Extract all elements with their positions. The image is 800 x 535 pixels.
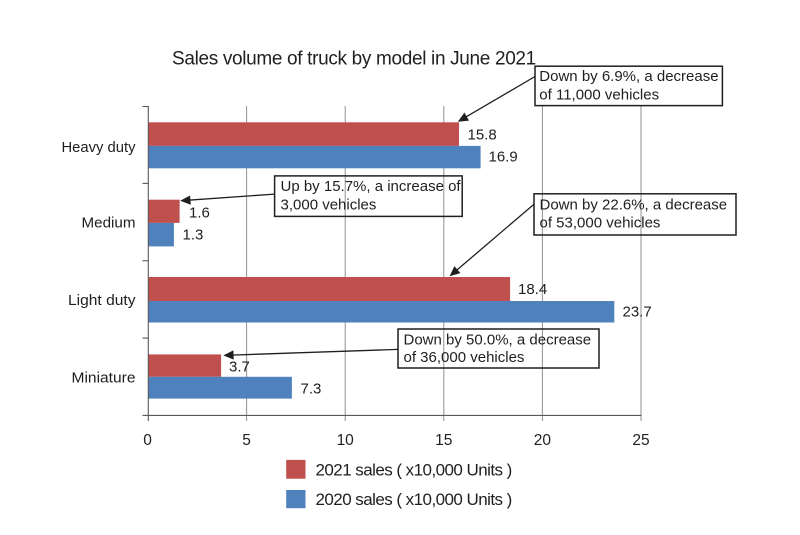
svg-text:Medium: Medium bbox=[82, 214, 136, 231]
svg-text:of 36,000 vehicles: of 36,000 vehicles bbox=[404, 349, 525, 366]
svg-text:25: 25 bbox=[632, 432, 649, 449]
svg-text:Down by 22.6%, a decrease: Down by 22.6%, a decrease bbox=[540, 196, 728, 213]
svg-text:7.3: 7.3 bbox=[301, 381, 322, 398]
svg-text:of 53,000 vehicles: of 53,000 vehicles bbox=[540, 215, 661, 232]
svg-text:Heavy duty: Heavy duty bbox=[62, 139, 136, 156]
svg-text:5: 5 bbox=[242, 432, 251, 449]
svg-text:10: 10 bbox=[337, 432, 355, 449]
svg-text:15: 15 bbox=[435, 432, 452, 449]
svg-text:3.7: 3.7 bbox=[229, 358, 250, 375]
svg-text:16.9: 16.9 bbox=[489, 149, 518, 166]
svg-text:Down by 6.9%, a decrease: Down by 6.9%, a decrease bbox=[539, 68, 718, 85]
svg-text:0: 0 bbox=[143, 432, 152, 449]
svg-text:23.7: 23.7 bbox=[623, 304, 652, 321]
svg-text:of 11,000 vehicles: of 11,000 vehicles bbox=[539, 87, 659, 104]
svg-text:1.3: 1.3 bbox=[183, 226, 204, 243]
svg-text:Down by 50.0%, a decrease: Down by 50.0%, a decrease bbox=[404, 332, 592, 349]
svg-text:2021 sales ( x10,000 Units ): 2021 sales ( x10,000 Units ) bbox=[316, 461, 512, 480]
svg-text:2020 sales ( x10,000 Units ): 2020 sales ( x10,000 Units ) bbox=[316, 490, 512, 509]
svg-text:Sales volume of truck by model: Sales volume of truck by model in June 2… bbox=[172, 48, 536, 69]
svg-text:15.8: 15.8 bbox=[468, 126, 497, 143]
svg-text:Light duty: Light duty bbox=[68, 292, 136, 309]
svg-text:1.6: 1.6 bbox=[189, 205, 210, 222]
svg-text:Up by 15.7%, a increase of: Up by 15.7%, a increase of bbox=[281, 178, 462, 195]
svg-text:3,000 vehicles: 3,000 vehicles bbox=[281, 196, 377, 213]
svg-text:Miniature: Miniature bbox=[72, 370, 136, 387]
svg-text:18.4: 18.4 bbox=[518, 281, 547, 298]
svg-text:20: 20 bbox=[534, 432, 552, 449]
